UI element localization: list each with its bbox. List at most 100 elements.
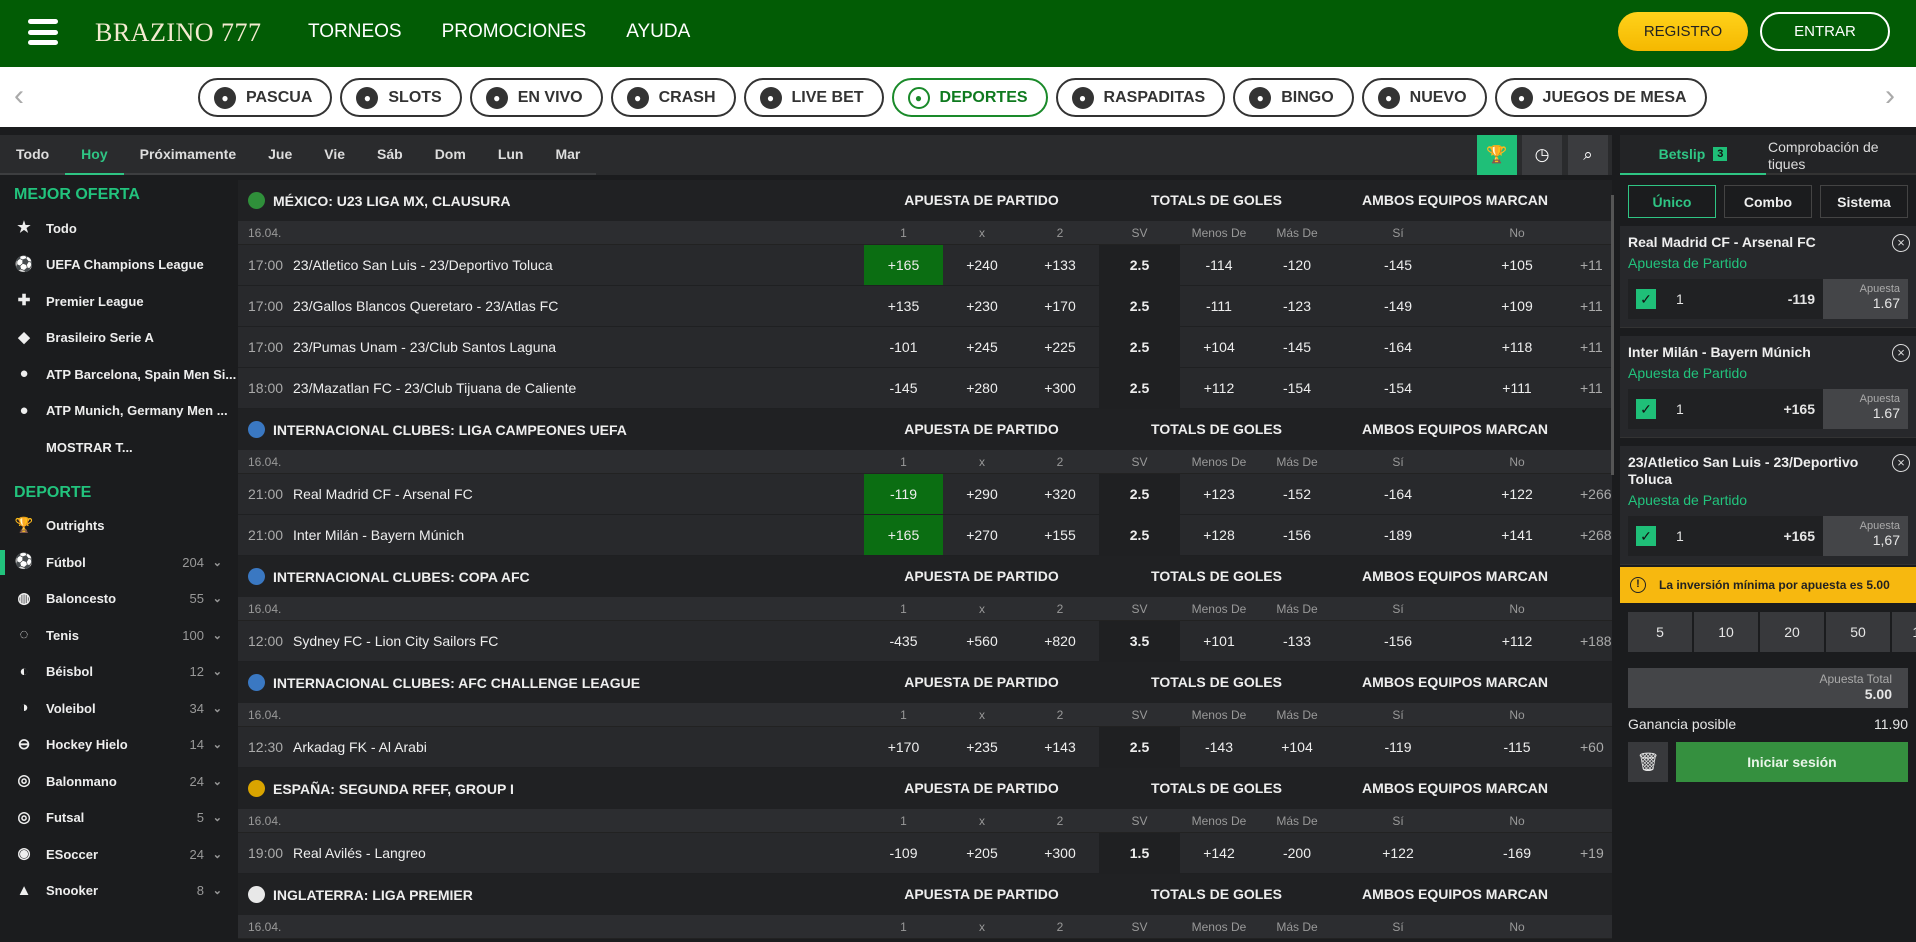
- register-button[interactable]: REGISTRO: [1618, 12, 1748, 51]
- tab-lun[interactable]: Lun: [481, 135, 540, 175]
- trash-icon[interactable]: 🗑: [1628, 742, 1668, 782]
- odds-button[interactable]: +143: [1044, 739, 1076, 755]
- odds-button[interactable]: -154: [1282, 380, 1312, 396]
- odds-button[interactable]: -101: [889, 339, 918, 355]
- amount-button[interactable]: 100: [1892, 612, 1916, 652]
- odds-button[interactable]: -143: [1204, 739, 1234, 755]
- match-row[interactable]: 17:00 23/Atletico San Luis - 23/Deportivo…: [238, 245, 1612, 286]
- match-name[interactable]: Real Avilés - Langreo: [293, 845, 426, 861]
- sidebar-item-sport[interactable]: ◎ Balonmano 24 ⌄: [0, 763, 238, 800]
- checkbox[interactable]: ✓: [1636, 399, 1656, 419]
- match-row[interactable]: 19:00 Real Avilés - Langreo -109 +205 +300 1.…: [238, 833, 1612, 874]
- odds-button[interactable]: +165: [864, 515, 943, 555]
- category-slots[interactable]: ● SLOTS: [340, 78, 462, 117]
- match-name[interactable]: Inter Milán - Bayern Múnich: [293, 527, 465, 543]
- odds-button[interactable]: +142: [1203, 845, 1235, 861]
- tab-próximamente[interactable]: Próximamente: [123, 135, 253, 175]
- tab-ticket-check[interactable]: Comprobación de tiques: [1766, 135, 1916, 175]
- match-name[interactable]: 23/Mazatlan FC - 23/Club Tijuana de Cali…: [293, 380, 577, 396]
- league-header[interactable]: INGLATERRA: LIGA PREMIER APUESTA DE PARTI…: [238, 874, 1612, 915]
- odds-button[interactable]: +104: [1203, 339, 1235, 355]
- league-header[interactable]: MÉXICO: U23 LIGA MX, CLAUSURA APUESTA DE …: [238, 180, 1612, 221]
- tab-jue[interactable]: Jue: [252, 135, 309, 175]
- odds-button[interactable]: -145: [1282, 339, 1312, 355]
- odds-button[interactable]: +60: [1580, 739, 1604, 755]
- odds-button[interactable]: -154: [1383, 380, 1413, 396]
- odds-button[interactable]: +290: [966, 486, 998, 502]
- odds-button[interactable]: +104: [1281, 739, 1313, 755]
- checkbox[interactable]: ✓: [1636, 289, 1656, 309]
- odds-button[interactable]: +170: [887, 739, 920, 755]
- chevron-down-icon[interactable]: ⌄: [212, 702, 222, 715]
- nav-link-ayuda[interactable]: AYUDA: [626, 21, 691, 42]
- search-icon[interactable]: ⌕: [1568, 135, 1608, 175]
- menu-icon[interactable]: [28, 19, 58, 45]
- match-name[interactable]: 23/Atletico San Luis - 23/Deportivo Tolu…: [293, 257, 553, 273]
- nav-link-torneos[interactable]: TORNEOS: [308, 21, 402, 42]
- close-icon[interactable]: ×: [1892, 234, 1910, 252]
- close-icon[interactable]: ×: [1892, 344, 1910, 362]
- odds-button[interactable]: +280: [966, 380, 998, 396]
- tab-dom[interactable]: Dom: [418, 135, 482, 175]
- chevron-down-icon[interactable]: ⌄: [212, 848, 222, 861]
- match-row[interactable]: 17:00 23/Pumas Unam - 23/Club Santos Lagu…: [238, 327, 1612, 368]
- odds-button[interactable]: +270: [966, 527, 998, 543]
- odds-button[interactable]: -164: [1383, 339, 1413, 355]
- odds-button[interactable]: -169: [1502, 845, 1532, 861]
- sidebar-item-sport[interactable]: ◍ Baloncesto 55 ⌄: [0, 581, 238, 618]
- sidebar-item-best[interactable]: ✚ Premier League: [0, 283, 238, 320]
- sidebar-item-sport[interactable]: ◌ Tenis 100 ⌄: [0, 617, 238, 654]
- match-name[interactable]: Real Madrid CF - Arsenal FC: [293, 486, 473, 502]
- odds-button[interactable]: +123: [1203, 486, 1235, 502]
- scrollbar[interactable]: [1611, 195, 1614, 475]
- odds-button[interactable]: +560: [966, 633, 998, 649]
- odds-button[interactable]: +165: [864, 245, 943, 285]
- sidebar-item-best[interactable]: ★ Todo: [0, 210, 238, 247]
- match-row[interactable]: 21:00 Inter Milán - Bayern Múnich +165 +270…: [238, 515, 1612, 556]
- odds-button[interactable]: +111: [1502, 380, 1532, 396]
- odds-button[interactable]: +11: [1580, 339, 1603, 355]
- sidebar-item-sport[interactable]: ◉ ESoccer 24 ⌄: [0, 836, 238, 873]
- odds-button[interactable]: -109: [889, 845, 918, 861]
- category-crash[interactable]: ● CRASH: [610, 78, 736, 117]
- odds-button[interactable]: -156: [1282, 527, 1312, 543]
- category-nuevo[interactable]: ● NUEVO: [1361, 78, 1487, 117]
- league-header[interactable]: INTERNACIONAL CLUBES: AFC CHALLENGE LEAG…: [238, 662, 1612, 703]
- sidebar-item-best[interactable]: ◆ Brasileiro Serie A: [0, 320, 238, 357]
- sidebar-item-sport[interactable]: ◎ Futsal 5 ⌄: [0, 800, 238, 837]
- chevron-right-icon[interactable]: ›: [1885, 79, 1895, 112]
- odds-button[interactable]: +122: [1382, 845, 1414, 861]
- tab-betslip[interactable]: Betslip 3: [1620, 135, 1766, 175]
- odds-button[interactable]: +300: [1044, 845, 1076, 861]
- amount-button[interactable]: 50: [1826, 612, 1890, 652]
- sidebar-item-sport[interactable]: ◐ Béisbol 12 ⌄: [0, 654, 238, 691]
- odds-button[interactable]: +240: [966, 257, 998, 273]
- odds-button[interactable]: +109: [1501, 298, 1533, 314]
- odds-button[interactable]: +118: [1501, 339, 1533, 355]
- bet-type-sistema[interactable]: Sistema: [1820, 185, 1908, 218]
- match-name[interactable]: Arkadag FK - Al Arabi: [293, 739, 427, 755]
- odds-button[interactable]: +820: [1044, 633, 1076, 649]
- odds-button[interactable]: +300: [1044, 380, 1076, 396]
- odds-button[interactable]: +230: [966, 298, 998, 314]
- sidebar-item-best[interactable]: ● ATP Barcelona, Spain Men Si...: [0, 356, 238, 393]
- odds-button[interactable]: +188: [1580, 633, 1612, 649]
- sidebar-item-sport[interactable]: ⊖ Hockey Hielo 14 ⌄: [0, 727, 238, 764]
- odds-button[interactable]: -152: [1282, 486, 1312, 502]
- sidebar-item-sport[interactable]: ⚽ Fútbol 204 ⌄: [0, 544, 238, 581]
- odds-button[interactable]: +141: [1501, 527, 1533, 543]
- chevron-down-icon[interactable]: ⌄: [212, 812, 222, 825]
- stake-input[interactable]: Apuesta 1.67: [1823, 279, 1908, 319]
- odds-button[interactable]: -156: [1383, 633, 1413, 649]
- odds-button[interactable]: -120: [1282, 257, 1312, 273]
- odds-button[interactable]: +11: [1580, 298, 1603, 314]
- odds-button[interactable]: -133: [1282, 633, 1312, 649]
- odds-button[interactable]: +101: [1203, 633, 1235, 649]
- odds-button[interactable]: +112: [1203, 380, 1235, 396]
- amount-button[interactable]: 20: [1760, 612, 1824, 652]
- odds-button[interactable]: -123: [1282, 298, 1312, 314]
- match-row[interactable]: 21:00 Real Madrid CF - Arsenal FC -119 +290…: [238, 474, 1612, 515]
- tab-mar[interactable]: Mar: [539, 135, 597, 175]
- match-name[interactable]: 23/Gallos Blancos Queretaro - 23/Atlas F…: [293, 298, 559, 314]
- category-bingo[interactable]: ● BINGO: [1233, 78, 1354, 117]
